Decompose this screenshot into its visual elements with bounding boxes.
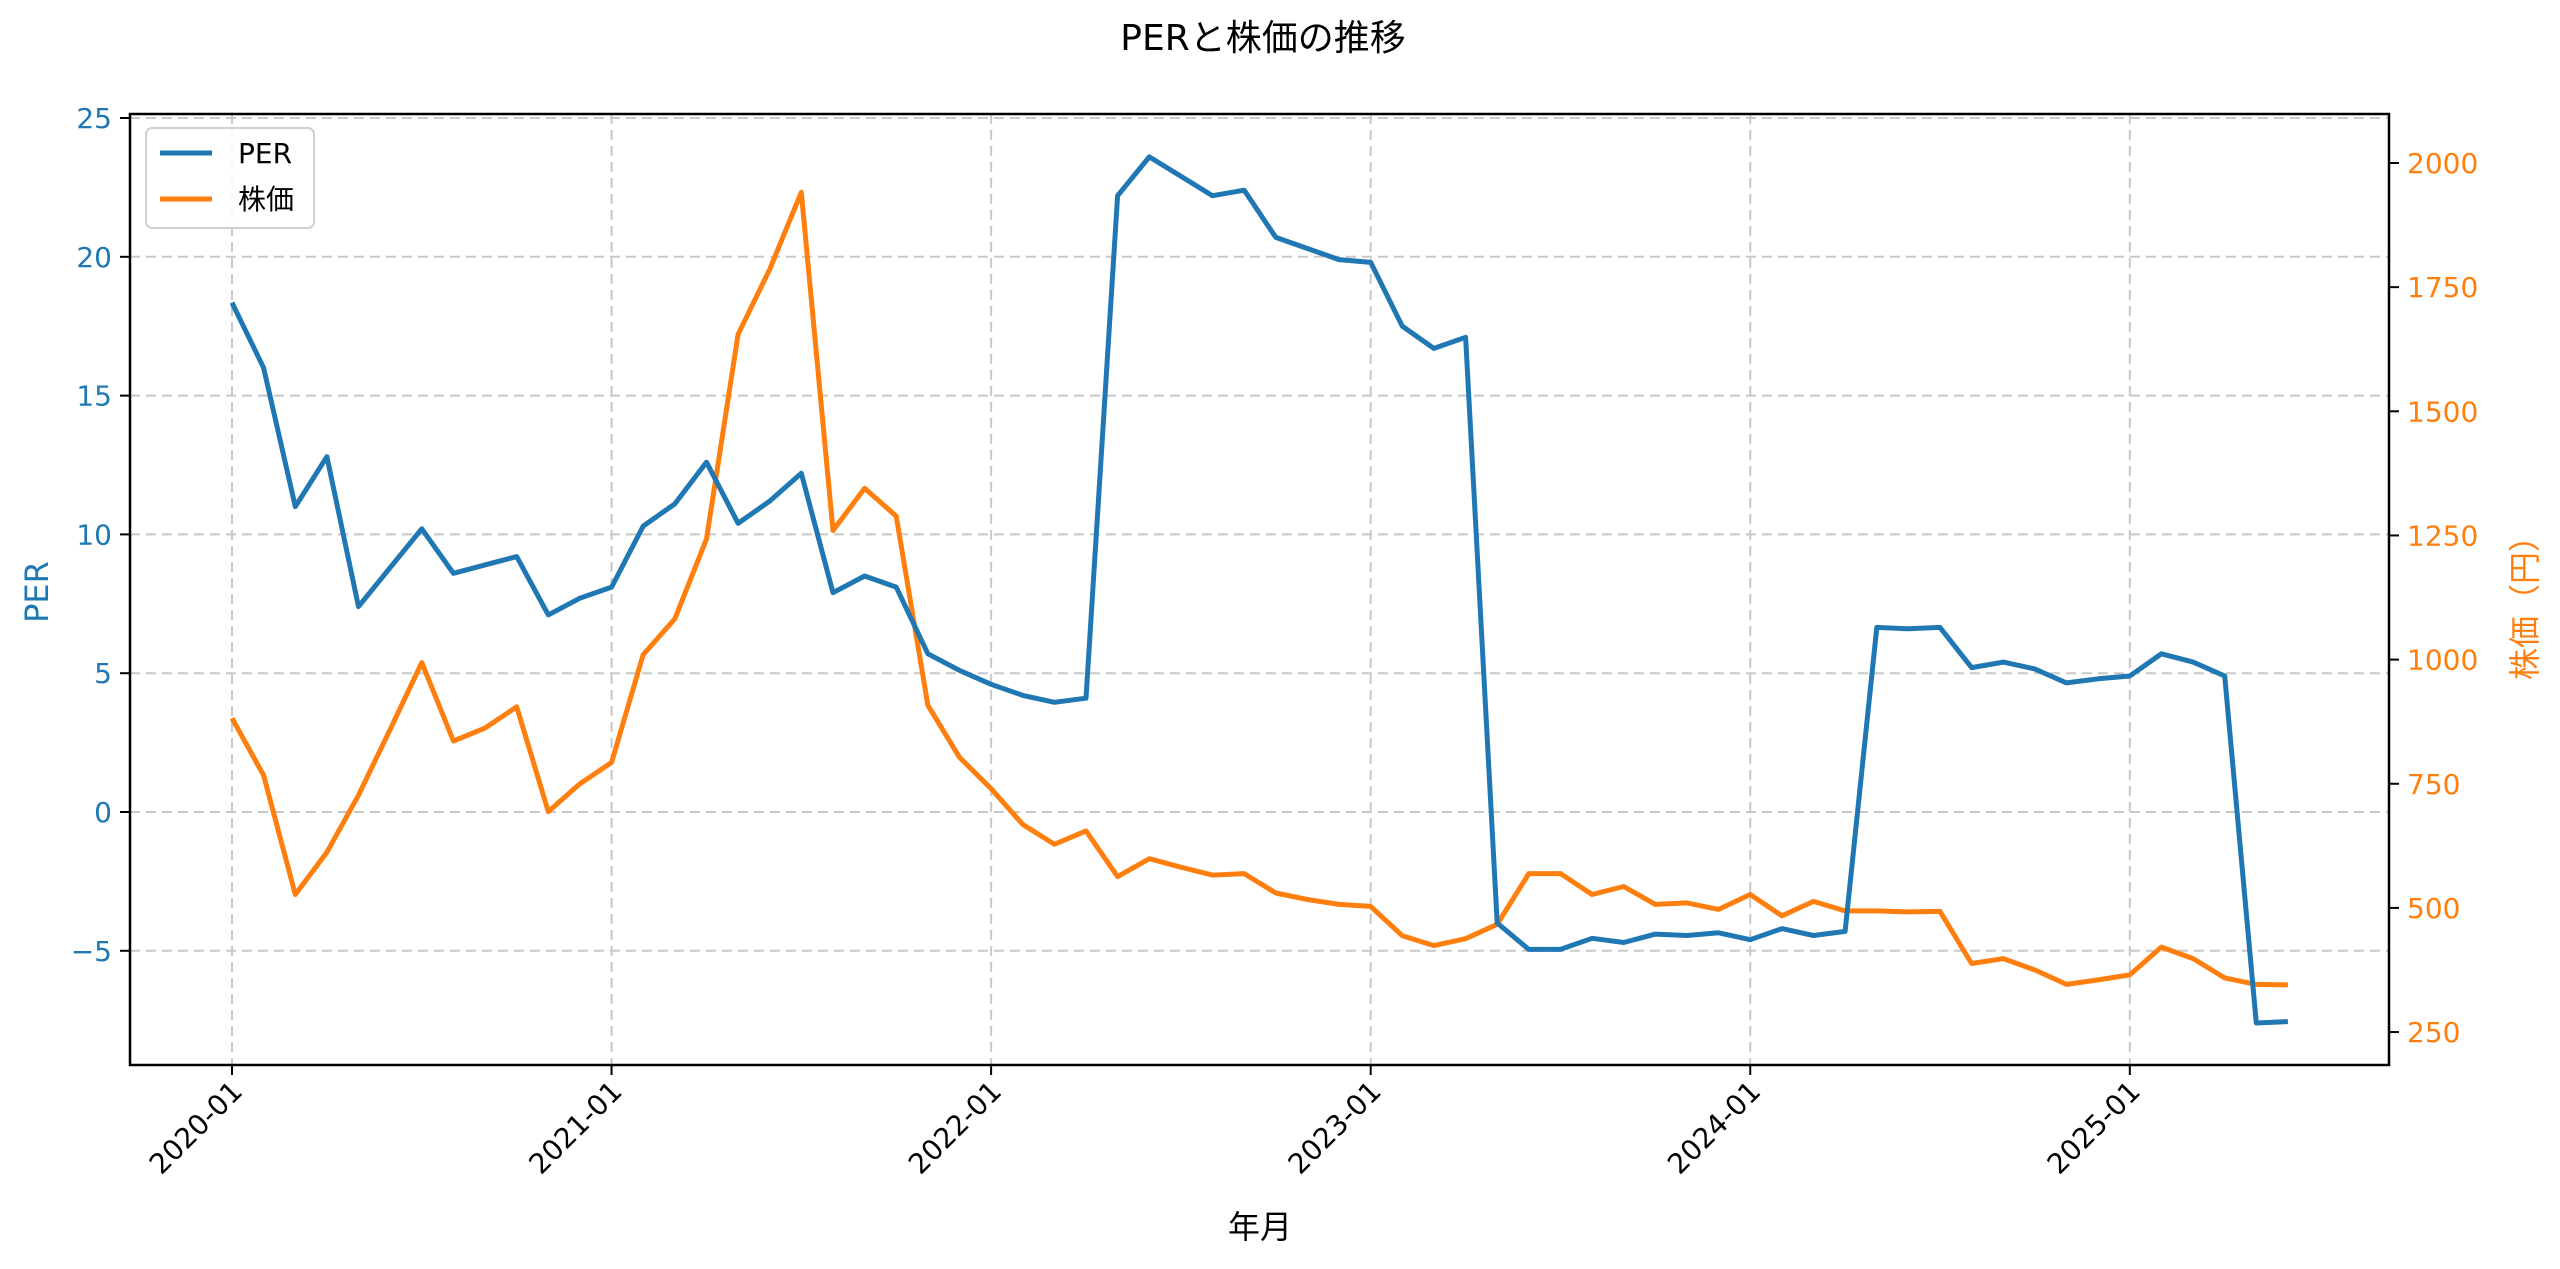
x-tick-label: 2021-01 bbox=[522, 1075, 628, 1181]
left-tick-label: −5 bbox=[71, 935, 112, 968]
right-tick-label: 500 bbox=[2407, 892, 2460, 925]
left-tick-label: 20 bbox=[76, 241, 112, 274]
chart-title: PERと株価の推移 bbox=[1120, 18, 1405, 59]
right-tick-label: 250 bbox=[2407, 1016, 2460, 1049]
x-tick-label: 2025-01 bbox=[2041, 1075, 2147, 1181]
right-tick-label: 1000 bbox=[2407, 644, 2478, 677]
price-line bbox=[229, 189, 2288, 988]
y-axis-label-right: 株価（円） bbox=[2506, 520, 2544, 680]
legend: PER 株価 bbox=[145, 127, 315, 229]
left-tick-label: 25 bbox=[76, 102, 112, 135]
series-layer bbox=[229, 154, 2289, 1026]
left-tick-label: 0 bbox=[94, 796, 112, 829]
plot-frame bbox=[128, 112, 2391, 1067]
grid bbox=[130, 114, 2389, 1065]
right-tick-label: 1250 bbox=[2407, 519, 2478, 552]
right-tick-label: 1750 bbox=[2407, 271, 2478, 304]
left-tick-label: 5 bbox=[94, 657, 112, 690]
y-axis-label-left: PER bbox=[18, 561, 56, 623]
legend-label-price: 株価 bbox=[238, 183, 294, 216]
x-axis-label: 年月 bbox=[1228, 1208, 1292, 1246]
left-axis: 25 20 15 10 5 0 −5 bbox=[71, 102, 130, 968]
right-tick-label: 2000 bbox=[2407, 147, 2478, 180]
x-tick-label: 2023-01 bbox=[1282, 1075, 1388, 1181]
x-tick-label: 2020-01 bbox=[143, 1075, 249, 1181]
right-tick-label: 1500 bbox=[2407, 395, 2478, 428]
right-tick-label: 750 bbox=[2407, 768, 2460, 801]
left-tick-label: 10 bbox=[76, 518, 112, 551]
x-tick-label: 2024-01 bbox=[1661, 1075, 1767, 1181]
right-axis: 2000 1750 1500 1250 1000 750 500 250 bbox=[2389, 147, 2478, 1049]
x-axis: 2020-01 2021-01 2022-01 2023-01 2024-01 2025-… bbox=[143, 1065, 2147, 1181]
legend-label-per: PER bbox=[238, 137, 292, 170]
x-tick-label: 2022-01 bbox=[902, 1075, 1008, 1181]
left-tick-label: 15 bbox=[76, 380, 112, 413]
per-line bbox=[229, 154, 2289, 1026]
